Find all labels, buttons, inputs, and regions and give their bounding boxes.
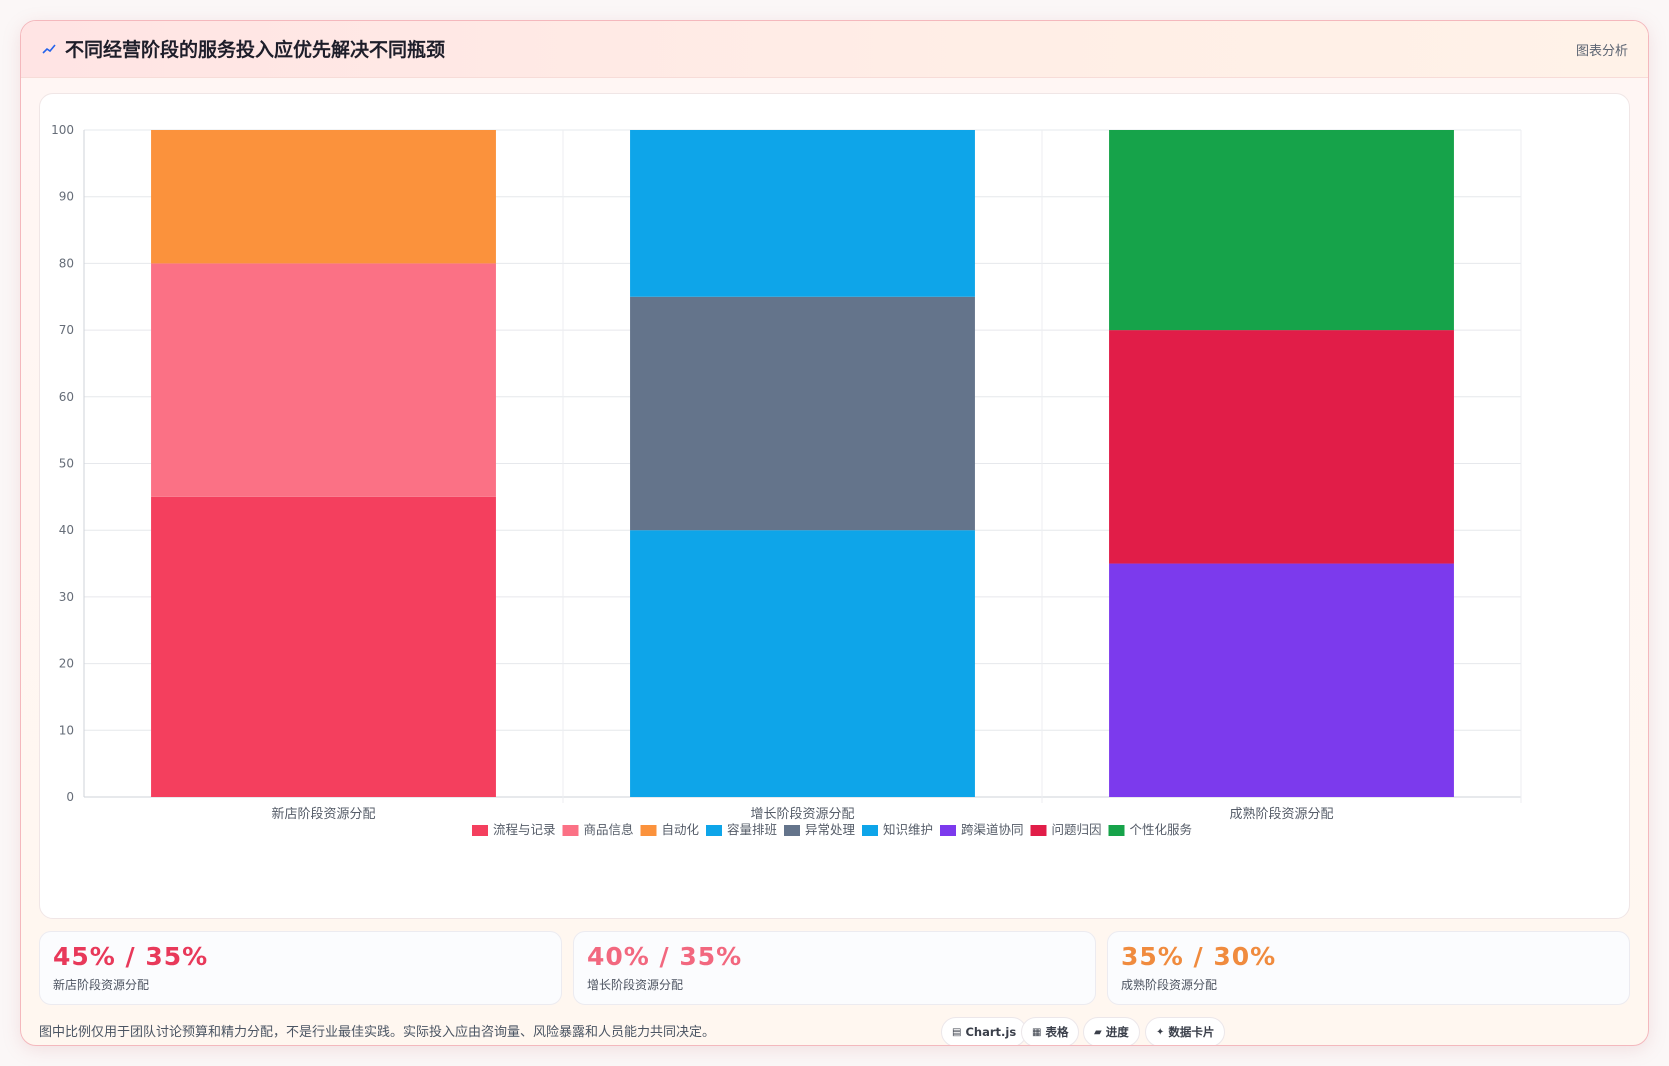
legend-swatch [562,825,579,836]
progress-icon: ▰ [1094,1026,1102,1038]
legend-item[interactable]: 自动化 [640,822,700,837]
y-tick-label: 70 [59,323,74,337]
bar-segment[interactable] [151,496,496,797]
stat-value: 40% / 35% [587,942,743,971]
legend-label: 个性化服务 [1130,822,1193,837]
chart-panel: 0 10 20 30 40 50 60 70 80 90 100 新店阶段资源分配 增长阶段资源分配 成… [39,93,1630,919]
x-category-label: 新店阶段资源分配 [271,806,375,822]
pill-chartjs[interactable]: ▤ Chart.js [941,1017,1028,1045]
legend-swatch [940,825,956,836]
y-axis-ticks: 0 10 20 30 40 50 60 70 80 90 100 [51,123,74,804]
pill-table[interactable]: ▦ 表格 [1021,1017,1080,1045]
legend-item[interactable]: 流程与记录 [472,822,556,837]
chart-icon: ▤ [952,1026,962,1038]
page-title: 不同经营阶段的服务投入应优先解决不同瓶颈 [65,39,446,61]
x-axis-categories: 新店阶段资源分配 增长阶段资源分配 成熟阶段资源分配 [271,806,1333,822]
pill-label: 数据卡片 [1168,1025,1215,1039]
bar-segment[interactable] [630,530,975,797]
sparkle-icon: ✦ [1156,1026,1165,1038]
bar-segment[interactable] [151,130,496,264]
bar-segment[interactable] [1109,330,1454,564]
stat-card-new-store: 45% / 35% 新店阶段资源分配 [39,931,562,1005]
card-header: 不同经营阶段的服务投入应优先解决不同瓶颈 图表分析 [21,21,1648,78]
footer-note: 图中比例仅用于团队讨论预算和精力分配，不是行业最佳实践。实际投入应由咨询量、风险… [39,1025,716,1040]
bar-segment[interactable] [151,263,496,497]
legend-item[interactable]: 容量排班 [706,822,777,837]
legend-item[interactable]: 知识维护 [862,822,933,837]
y-tick-label: 10 [59,723,74,737]
stacked-bar-chart: 0 10 20 30 40 50 60 70 80 90 100 新店阶段资源分配 增长阶段资源分配 成… [51,123,1522,837]
bar-segment[interactable] [1109,563,1454,797]
legend-item[interactable]: 跨渠道协同 [940,822,1024,837]
bar-segment[interactable] [630,130,975,297]
stat-label: 增长阶段资源分配 [587,978,684,992]
legend-swatch [862,825,878,836]
bar-segments [151,130,1454,797]
table-icon: ▦ [1032,1026,1042,1038]
y-tick-label: 80 [59,256,74,270]
legend: 流程与记录 商品信息 自动化 容量排班 异常处理 知识维护 跨渠道协同 问题归因 个性化服务 [472,822,1192,837]
legend-label: 自动化 [662,822,700,837]
pill-label: 表格 [1045,1025,1069,1039]
y-tick-label: 60 [59,390,74,404]
legend-swatch [706,825,722,836]
pill-data-card[interactable]: ✦ 数据卡片 [1145,1017,1226,1045]
legend-label: 商品信息 [584,822,634,837]
stat-value: 45% / 35% [53,942,209,971]
analysis-card: 不同经营阶段的服务投入应优先解决不同瓶颈 图表分析 0 10 20 30 40 50 60 7… [20,20,1649,1046]
y-tick-label: 30 [59,590,74,604]
stat-cards: 45% / 35% 新店阶段资源分配 40% / 35% 增长阶段资源分配 35… [39,931,1630,1005]
stat-label: 新店阶段资源分配 [53,978,150,992]
stat-card-growth: 40% / 35% 增长阶段资源分配 [573,931,1096,1005]
trend-icon [42,44,56,54]
pill-progress[interactable]: ▰ 进度 [1083,1017,1140,1045]
legend-item[interactable]: 异常处理 [784,822,856,837]
legend-label: 流程与记录 [493,822,556,837]
x-category-label: 成熟阶段资源分配 [1229,806,1333,822]
legend-swatch [1108,825,1125,836]
stat-value: 35% / 30% [1121,942,1277,971]
pill-label: 进度 [1105,1025,1129,1039]
legend-swatch [640,825,657,836]
legend-label: 容量排班 [727,822,777,837]
legend-swatch [472,825,488,836]
bar-segment[interactable] [630,296,975,531]
pill-label: Chart.js [965,1025,1017,1039]
y-tick-label: 40 [59,523,74,537]
legend-swatch [1030,825,1047,836]
legend-item[interactable]: 商品信息 [562,822,634,837]
legend-label: 跨渠道协同 [961,822,1024,837]
stat-card-mature: 35% / 30% 成熟阶段资源分配 [1107,931,1630,1005]
chart-analysis-tag[interactable]: 图表分析 [1575,44,1628,59]
legend-label: 知识维护 [883,822,933,837]
x-category-label: 增长阶段资源分配 [750,807,854,822]
y-tick-label: 50 [59,457,74,471]
stat-label: 成熟阶段资源分配 [1121,978,1218,992]
legend-label: 问题归因 [1052,822,1102,837]
legend-label: 异常处理 [805,822,856,837]
y-tick-label: 0 [66,790,74,804]
y-tick-label: 100 [51,123,74,137]
y-tick-label: 90 [59,190,74,204]
legend-swatch [784,825,800,836]
y-tick-label: 20 [59,657,74,671]
legend-item[interactable]: 问题归因 [1030,822,1102,837]
legend-item[interactable]: 个性化服务 [1108,822,1193,837]
bar-segment[interactable] [1109,130,1454,331]
